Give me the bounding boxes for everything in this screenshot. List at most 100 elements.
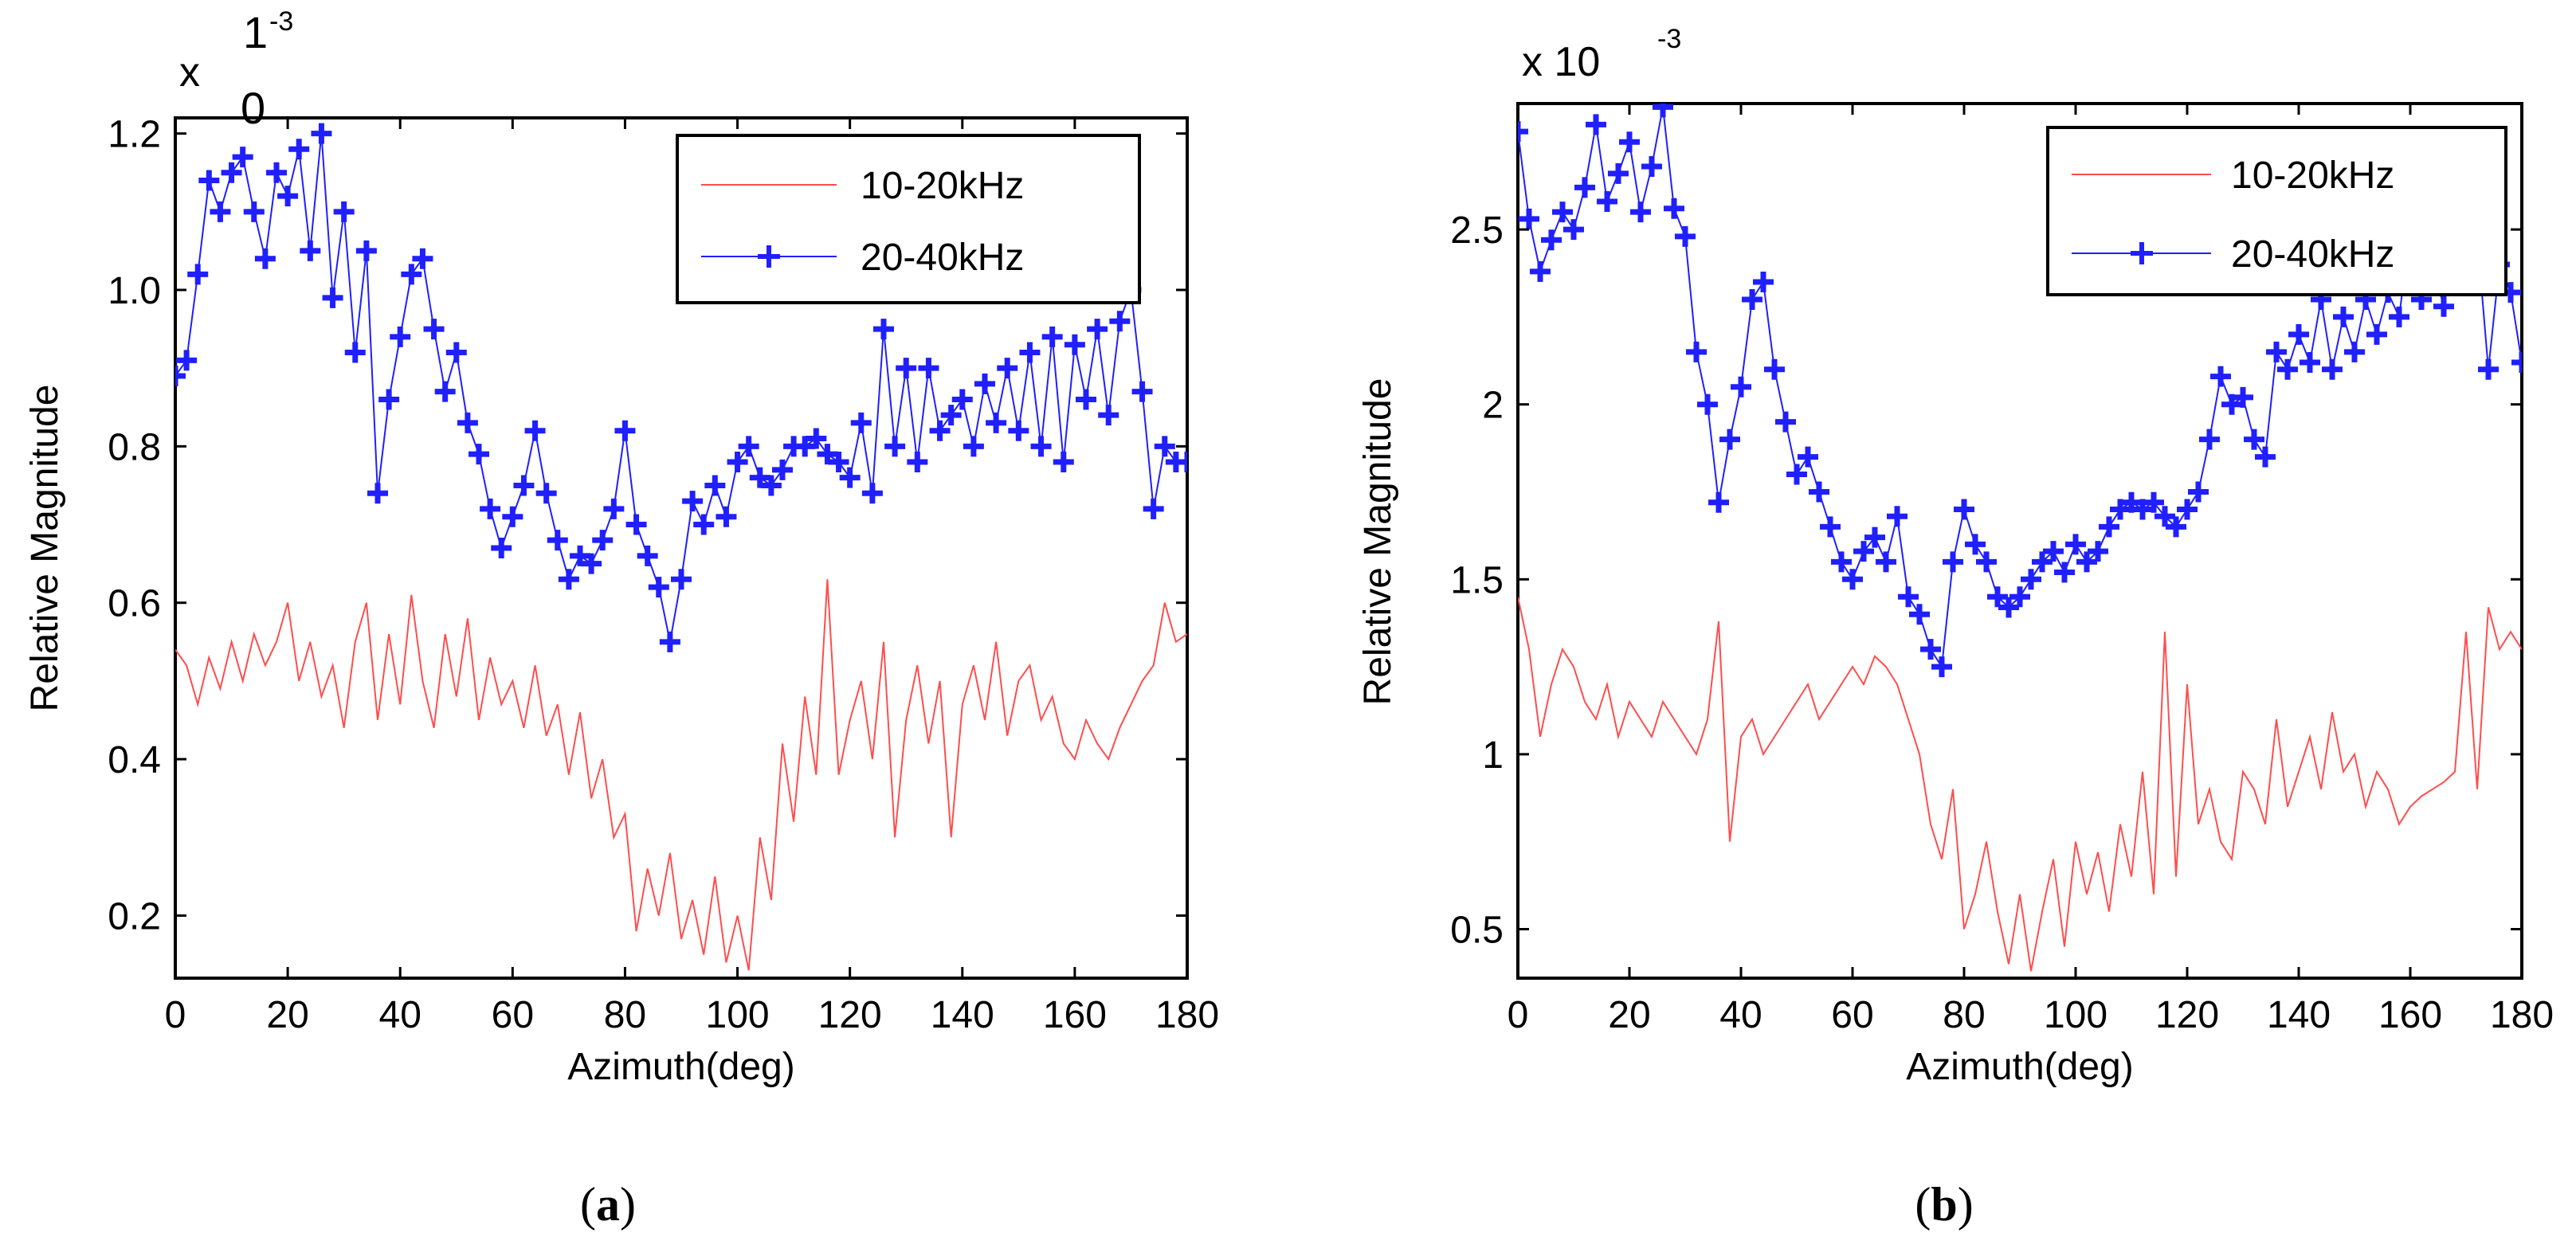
x-tick-label: 160: [1043, 994, 1107, 1036]
data-point: [659, 631, 680, 652]
data-point: [1853, 541, 1874, 562]
data-point: [277, 186, 299, 207]
data-point: [603, 498, 625, 519]
series-1-b: [1518, 597, 2522, 972]
data-point: [1842, 569, 1863, 590]
x-tick-label: 80: [1943, 994, 1985, 1036]
series-1-a: [175, 579, 1187, 971]
data-point: [1998, 597, 2019, 618]
caption-letter-a: a: [596, 1178, 620, 1231]
x-tick-label: 120: [2155, 994, 2219, 1036]
data-point: [1931, 656, 1952, 678]
data-point: [1041, 326, 1063, 347]
data-point: [434, 381, 456, 402]
x-tick-label: 40: [379, 994, 421, 1036]
data-point: [176, 350, 198, 371]
scale-base-a: 1: [243, 7, 268, 57]
x-tick-label: 60: [1831, 994, 1873, 1036]
data-point: [2277, 358, 2298, 380]
data-point: [951, 389, 973, 410]
data-point: [243, 201, 265, 222]
data-point: [491, 538, 512, 558]
data-point: [716, 506, 737, 527]
legend-label-red-a: 10-20kHz: [861, 165, 1024, 207]
scale-prefix-a: x: [179, 49, 200, 96]
data-point: [367, 483, 388, 504]
data-point: [2478, 358, 2499, 380]
data-point: [760, 475, 782, 496]
data-point: [2199, 429, 2220, 450]
data-point: [918, 358, 939, 379]
data-point: [232, 147, 253, 168]
data-point: [2389, 306, 2409, 327]
scale-prefix-b: x 10: [1522, 39, 1600, 85]
data-point: [1876, 551, 1896, 573]
data-point: [2110, 499, 2131, 520]
data-point: [997, 358, 1018, 379]
y-tick-label: 2: [1482, 385, 1504, 427]
y-tick-label: 0.6: [108, 583, 161, 625]
data-point: [2333, 306, 2354, 327]
data-point: [1087, 319, 1108, 340]
y-tick-label: 0.2: [108, 895, 161, 938]
x-tick-label: 20: [1608, 994, 1650, 1036]
data-point: [861, 483, 883, 504]
data-point: [850, 412, 872, 433]
data-point: [390, 326, 411, 347]
data-point: [1753, 271, 1774, 292]
data-point: [2255, 446, 2276, 468]
data-point: [1574, 177, 1595, 198]
legend-label-red-b: 10-20kHz: [2231, 155, 2394, 197]
data-point: [1541, 229, 1562, 251]
x-tick-label: 60: [492, 994, 534, 1036]
data-point: [1786, 464, 1807, 485]
data-point: [469, 444, 489, 465]
data-point: [907, 452, 928, 472]
data-point: [1775, 411, 1796, 433]
data-point: [839, 467, 861, 488]
data-point: [322, 287, 343, 308]
data-point: [592, 530, 614, 551]
data-point: [896, 358, 917, 379]
data-point: [1909, 604, 1930, 625]
data-point: [2143, 491, 2164, 513]
data-point: [187, 264, 209, 285]
data-point: [794, 436, 816, 457]
x-tick-label: 120: [818, 994, 882, 1036]
data-point: [480, 498, 501, 519]
data-point: [547, 530, 568, 551]
legend-marker-blue-a: [758, 245, 780, 268]
data-point: [1987, 586, 2008, 608]
data-point: [344, 342, 366, 363]
data-point: [1653, 104, 1673, 118]
legend-box-a: [676, 134, 1141, 304]
data-point: [2021, 569, 2041, 590]
data-point: [1742, 288, 1762, 310]
data-point: [625, 514, 647, 535]
data-point: [1943, 551, 1963, 573]
data-point: [1831, 551, 1852, 573]
data-point: [288, 139, 310, 160]
series-line-1-a: [175, 579, 1187, 971]
x-tick-label: 140: [931, 994, 994, 1036]
data-point: [513, 475, 535, 496]
y-tick-label: 0.4: [108, 739, 161, 781]
data-point: [2088, 541, 2108, 562]
y-tick-label: 1: [1482, 734, 1504, 777]
data-point: [884, 436, 906, 457]
data-point: [2322, 358, 2343, 380]
data-point: [1131, 381, 1153, 402]
data-point: [2121, 491, 2142, 513]
data-point: [671, 569, 692, 590]
legend-marker-blue-b: [2131, 242, 2153, 264]
data-point: [457, 412, 478, 433]
chart-panel-a: 0 20 40 60 80 100 120 140 160 180 0.2 0.4 0.6 0.8 1.0 1…: [24, 6, 1219, 1231]
data-point: [401, 264, 422, 285]
x-tick-label: 140: [2267, 994, 2331, 1036]
scale-overflow-a: 0: [241, 83, 265, 133]
data-point: [1764, 358, 1785, 380]
data-point: [1731, 376, 1751, 397]
data-point: [1518, 121, 1528, 143]
data-point: [445, 342, 467, 363]
data-point: [1686, 341, 1707, 362]
